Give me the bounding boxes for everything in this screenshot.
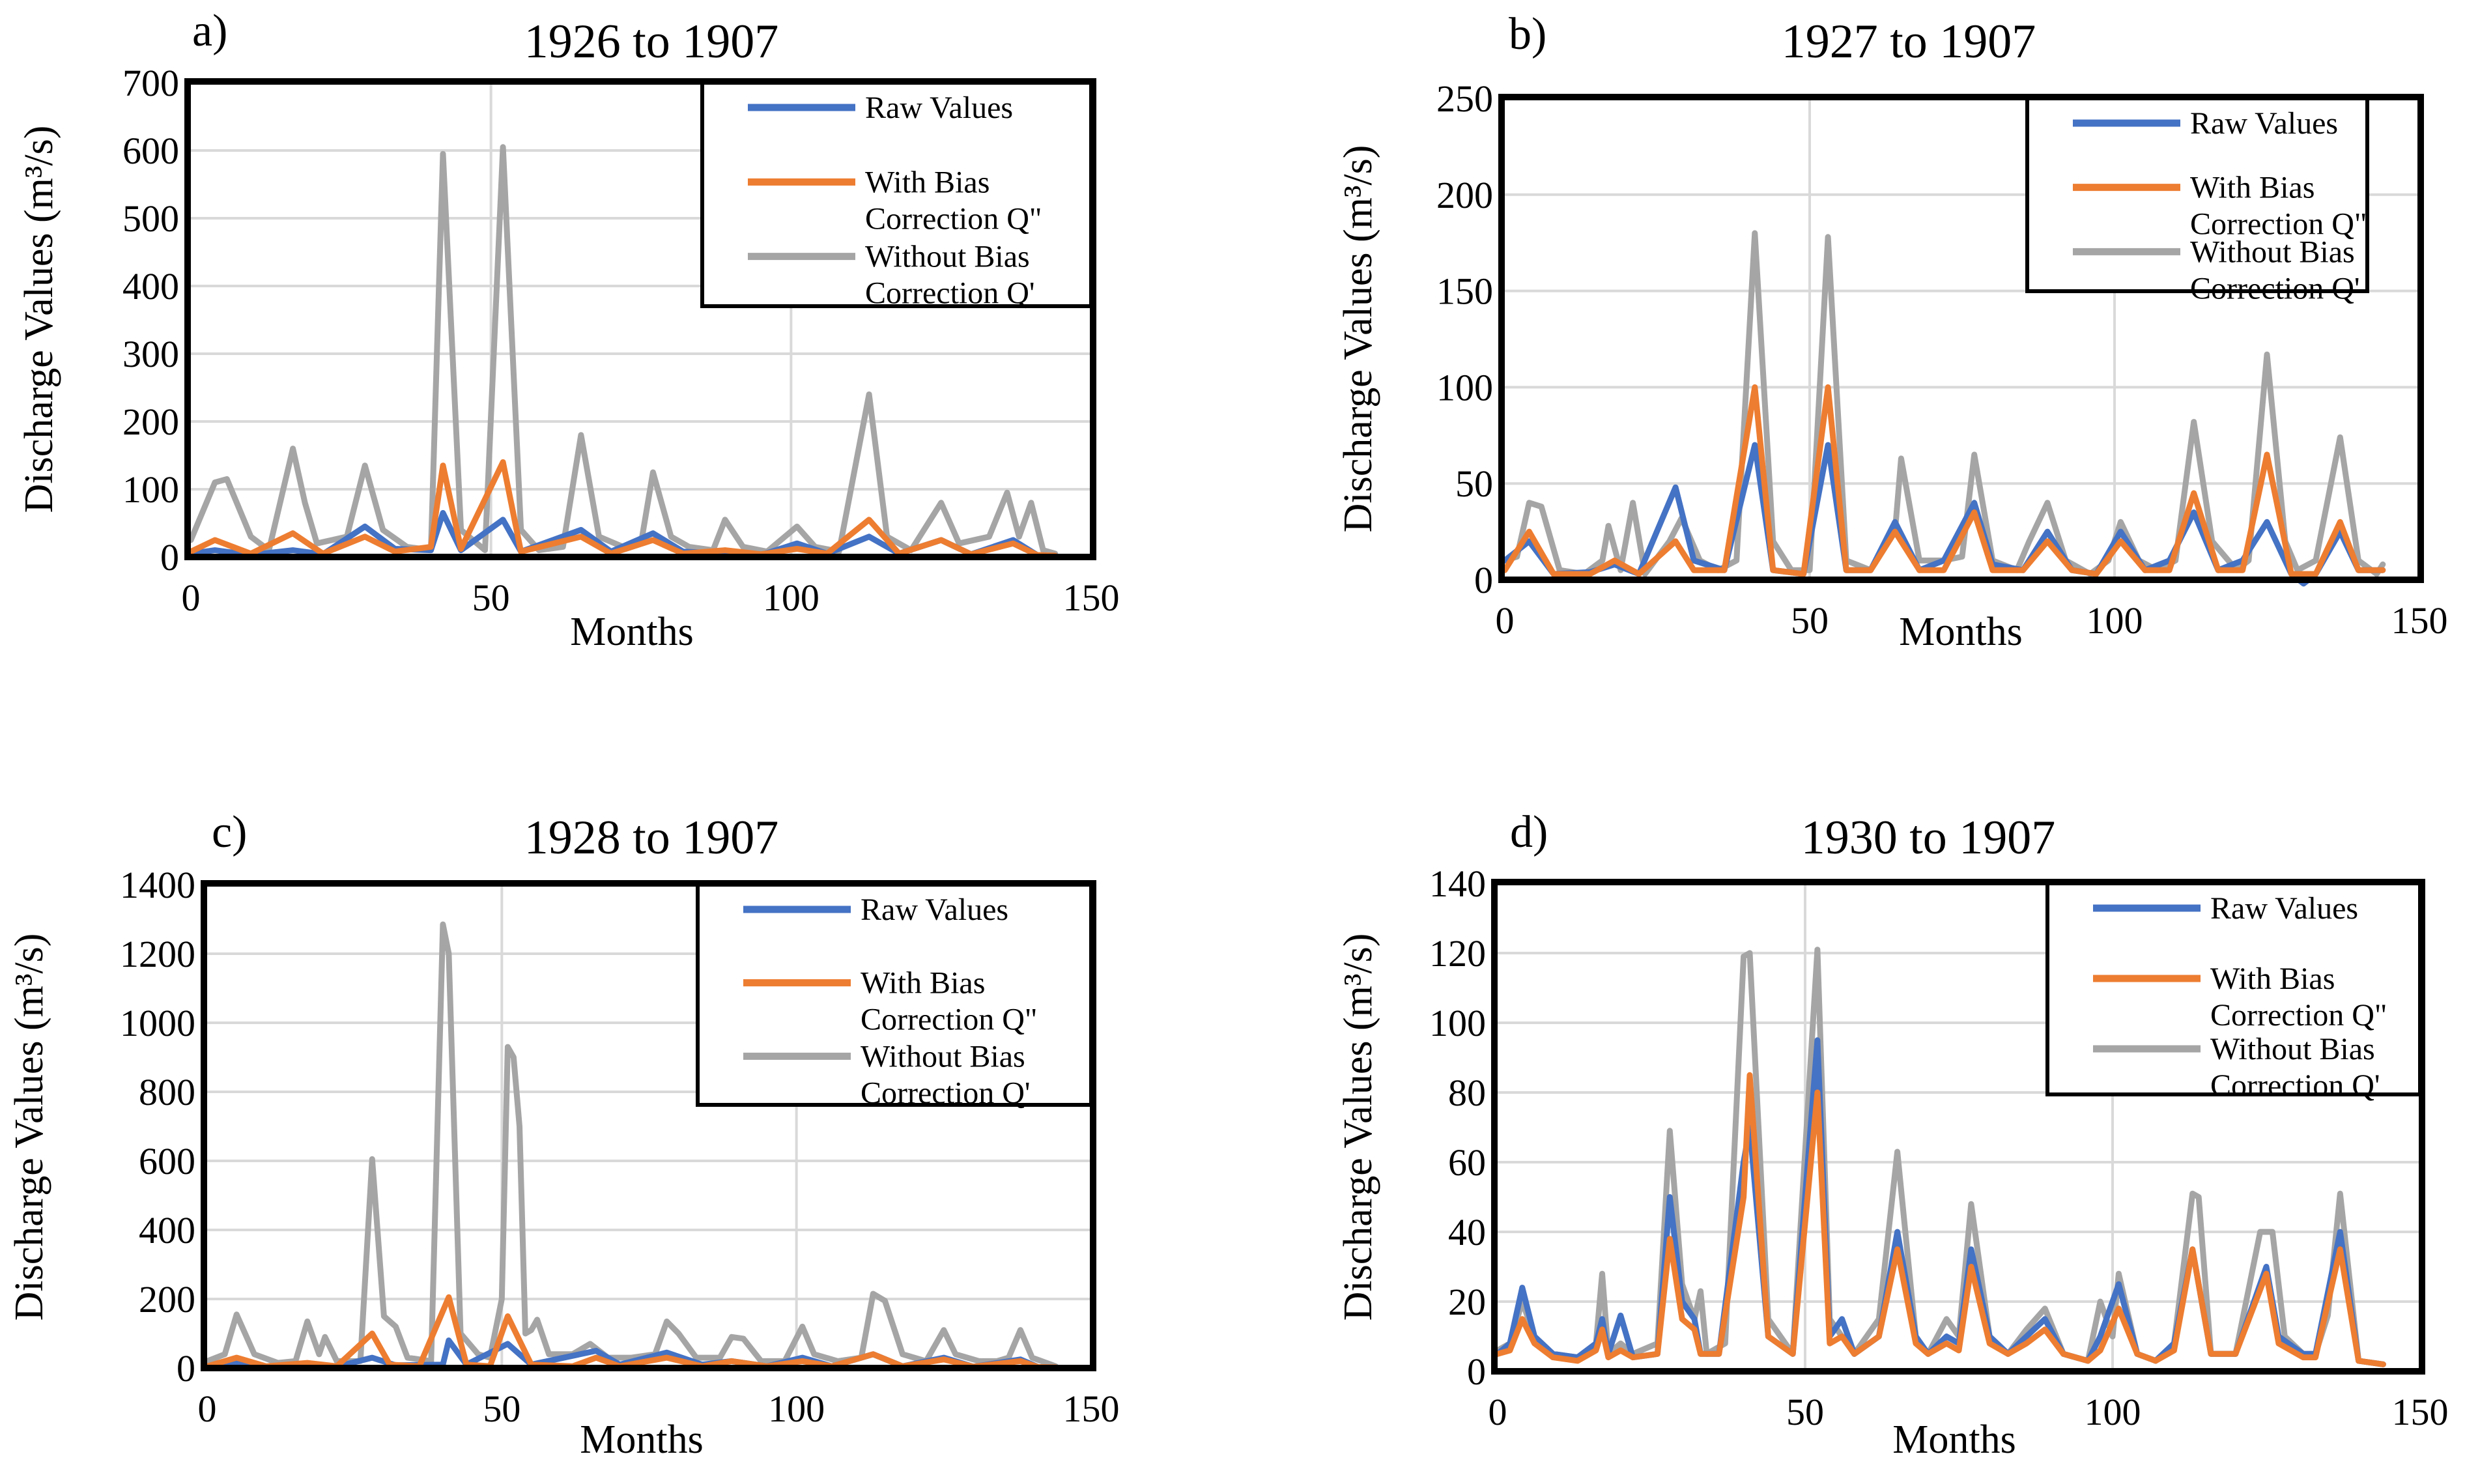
y-tick-label: 600 (139, 1140, 195, 1182)
legend-box (2045, 881, 2422, 1096)
series-line-with-bias (1502, 384, 2386, 577)
panel-label: c) (212, 807, 247, 857)
chart-title: 1926 to 1907 (524, 15, 779, 68)
y-tick-label: 120 (1429, 932, 1486, 975)
y-tick-label: 200 (139, 1278, 195, 1320)
y-tick-label: 250 (1436, 78, 1493, 120)
plot-frame (201, 880, 1096, 1371)
y-tick-label: 0 (1474, 559, 1493, 601)
legend-entry: Without Bias Correction Q' (2190, 235, 2360, 306)
y-tick-label: 400 (139, 1209, 195, 1251)
legend-entry: Without Bias Correction Q' (861, 1039, 1031, 1110)
y-tick-label: 400 (122, 265, 179, 307)
panel-label: b) (1509, 9, 1546, 59)
legend-entry: With Bias Correction Q" (865, 165, 1042, 236)
series-line-with-bias (204, 1294, 1059, 1371)
y-tick-label: 200 (122, 401, 179, 443)
x-tick-label: 150 (2391, 599, 2448, 642)
x-tick-label: 50 (1786, 1391, 1824, 1433)
y-tick-label: 20 (1448, 1281, 1486, 1323)
y-tick-label: 300 (122, 333, 179, 375)
y-tick-label: 800 (139, 1071, 195, 1113)
y-tick-label: 200 (1436, 174, 1493, 216)
y-tick-label: 500 (122, 197, 179, 240)
series-line-with-bias (1494, 1072, 2386, 1367)
legend-entry: With Bias Correction Q" (861, 966, 1038, 1037)
x-tick-label: 100 (763, 577, 819, 619)
y-tick-label: 700 (122, 62, 179, 104)
legend-entry: With Bias Correction Q" (2210, 962, 2387, 1033)
x-tick-label: 150 (1063, 577, 1120, 619)
y-tick-label: 1400 (120, 864, 195, 906)
x-tick-label: 100 (2087, 599, 2143, 642)
legend-box (700, 81, 1093, 308)
legend-entry: Raw Values (861, 892, 1008, 927)
series-line-raw (1502, 442, 2386, 587)
chart-panel-c: 0 200 400 600 800 1000 1200 1400 0 50 100 150 Months… (7, 807, 1120, 1462)
y-tick-label: 1200 (120, 933, 195, 975)
y-tick-label: 1000 (120, 1002, 195, 1044)
y-tick-label: 40 (1448, 1211, 1486, 1253)
panel-label: a) (192, 6, 227, 56)
x-axis-label: Months (580, 1418, 703, 1462)
y-tick-label: 150 (1436, 270, 1493, 313)
chart-panel-a: 0 100 200 300 400 500 600 700 0 50 100 150 Months Dis… (17, 6, 1120, 654)
y-axis-label: Discharge Values (m³/s) (1336, 934, 1380, 1321)
x-axis-label: Months (1892, 1418, 2016, 1462)
x-tick-label: 150 (1063, 1388, 1120, 1430)
x-tick-label: 50 (1791, 599, 1829, 642)
legend-entry: Without Bias Correction Q' (2210, 1032, 2380, 1103)
legend-entry: Raw Values (2210, 891, 2358, 926)
y-tick-label: 600 (122, 130, 179, 172)
y-tick-label: 0 (160, 536, 179, 578)
legend-entry: Raw Values (2190, 106, 2338, 141)
plot-frame (184, 78, 1096, 560)
x-tick-label: 0 (182, 577, 201, 619)
y-tick-label: 50 (1455, 463, 1493, 505)
legend-box (696, 883, 1093, 1107)
x-tick-label: 100 (2085, 1391, 2141, 1433)
panel-label: d) (1510, 807, 1548, 857)
y-tick-label: 60 (1448, 1141, 1486, 1184)
x-axis-label: Months (1899, 610, 2022, 654)
y-tick-label: 100 (1436, 366, 1493, 408)
chart-panel-b: 0 50 100 150 200 250 0 50 100 150 Months Discharge … (1336, 9, 2448, 654)
series-line-with-bias (188, 459, 1059, 559)
x-tick-label: 0 (198, 1388, 217, 1430)
chart-title: 1927 to 1907 (1782, 15, 2036, 68)
legend-entry: With Bias Correction Q" (2190, 171, 2367, 242)
y-axis-label: Discharge Values (m³/s) (7, 934, 51, 1321)
y-tick-label: 100 (122, 468, 179, 511)
plot-frame (1498, 94, 2424, 583)
x-tick-label: 0 (1489, 1391, 1507, 1433)
plot-frame (1491, 879, 2425, 1375)
y-tick-label: 0 (177, 1347, 195, 1390)
legend-box (2025, 96, 2369, 293)
x-tick-label: 100 (768, 1388, 825, 1430)
chart-panel-d: 0 20 40 60 80 100 120 140 0 50 100 150 Months Dischar… (1336, 807, 2449, 1462)
x-tick-label: 150 (2392, 1391, 2449, 1433)
x-tick-label: 50 (472, 577, 510, 619)
legend-entry: Raw Values (865, 91, 1013, 125)
x-tick-label: 0 (1496, 599, 1515, 642)
chart-title: 1930 to 1907 (1801, 811, 2056, 864)
x-axis-label: Months (570, 610, 693, 654)
chart-title: 1928 to 1907 (524, 811, 779, 864)
x-tick-label: 50 (483, 1388, 520, 1430)
y-axis-label: Discharge Values (m³/s) (1336, 145, 1380, 533)
y-axis-label: Discharge Values (m³/s) (17, 126, 61, 513)
y-tick-label: 80 (1448, 1072, 1486, 1114)
y-tick-label: 100 (1429, 1002, 1486, 1044)
y-tick-label: 0 (1467, 1350, 1486, 1393)
y-tick-label: 140 (1429, 863, 1486, 905)
legend-entry: Without Bias Correction Q' (865, 240, 1035, 311)
